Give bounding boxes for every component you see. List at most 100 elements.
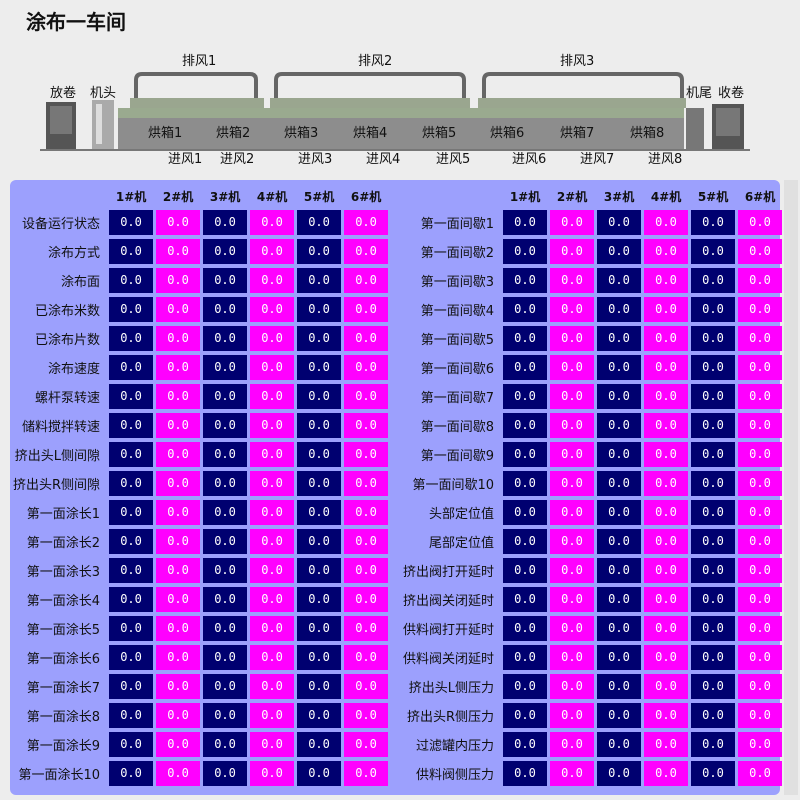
value-cell: 0.0 [156, 674, 201, 699]
machine-header-3: 3#机 [209, 189, 241, 204]
value-cell: 0.0 [644, 732, 689, 757]
value-cell: 0.0 [644, 674, 689, 699]
intake-label-5: 进风5 [436, 152, 471, 167]
value-cell: 0.0 [109, 297, 154, 322]
left-parameter-table: 1#机 2#机 3#机 4#机 5#机 6#机 设备运行状态 0.0 0.0 0.0 0.0 0.0… [10, 182, 391, 790]
intake-label-7: 进风7 [580, 152, 615, 167]
row-label: 第一面间歇7 [420, 391, 495, 406]
table-row: 已涂布米数 0.0 0.0 0.0 0.0 0.0 0.0 [13, 297, 389, 322]
row-label: 供料阀侧压力 [416, 768, 495, 783]
value-cell: 0.0 [597, 355, 642, 380]
value-cell: 0.0 [550, 210, 595, 235]
tail-label: 机尾 [686, 86, 713, 101]
value-cell: 0.0 [344, 558, 389, 583]
table-row: 第一面涂长3 0.0 0.0 0.0 0.0 0.0 0.0 [13, 558, 389, 583]
value-cell: 0.0 [109, 326, 154, 351]
value-cell: 0.0 [691, 268, 736, 293]
value-cell: 0.0 [156, 297, 201, 322]
value-cell: 0.0 [644, 616, 689, 641]
value-cell: 0.0 [203, 558, 248, 583]
value-cell: 0.0 [109, 732, 154, 757]
value-cell: 0.0 [109, 413, 154, 438]
right-table-header-row: 1#机 2#机 3#机 4#机 5#机 6#机 [403, 186, 782, 206]
value-cell: 0.0 [250, 239, 295, 264]
value-cell: 0.0 [156, 645, 201, 670]
value-cell: 0.0 [738, 239, 783, 264]
vertical-scrollbar[interactable] [784, 180, 798, 795]
table-row: 供料阀关闭延时 0.0 0.0 0.0 0.0 0.0 0.0 [403, 645, 783, 670]
value-cell: 0.0 [691, 529, 736, 554]
value-cell: 0.0 [550, 442, 595, 467]
value-cell: 0.0 [203, 413, 248, 438]
row-label: 第一面间歇4 [420, 304, 495, 319]
value-cell: 0.0 [156, 239, 201, 264]
value-cell: 0.0 [550, 732, 595, 757]
value-cell: 0.0 [250, 326, 295, 351]
row-label: 涂布速度 [48, 362, 101, 377]
value-cell: 0.0 [297, 355, 342, 380]
value-cell: 0.0 [297, 645, 342, 670]
value-cell: 0.0 [691, 616, 736, 641]
value-cell: 0.0 [597, 558, 642, 583]
value-cell: 0.0 [644, 239, 689, 264]
value-cell: 0.0 [738, 500, 783, 525]
value-cell: 0.0 [156, 500, 201, 525]
value-cell: 0.0 [344, 268, 389, 293]
machine-header-1: 1#机 [509, 189, 541, 204]
row-label: 挤出头L侧间隙 [14, 449, 101, 464]
value-cell: 0.0 [597, 297, 642, 322]
oven-label-4: 烘箱4 [353, 126, 388, 141]
value-cell: 0.0 [297, 442, 342, 467]
value-cell: 0.0 [203, 471, 248, 496]
value-cell: 0.0 [503, 529, 548, 554]
value-cell: 0.0 [297, 500, 342, 525]
value-cell: 0.0 [691, 732, 736, 757]
value-cell: 0.0 [203, 703, 248, 728]
row-label: 挤出阀关闭延时 [403, 594, 495, 609]
value-cell: 0.0 [550, 674, 595, 699]
table-row: 第一面涂长8 0.0 0.0 0.0 0.0 0.0 0.0 [13, 703, 389, 728]
value-cell: 0.0 [297, 616, 342, 641]
value-cell: 0.0 [203, 355, 248, 380]
value-cell: 0.0 [550, 616, 595, 641]
value-cell: 0.0 [109, 442, 154, 467]
machine-header-3: 3#机 [603, 189, 635, 204]
value-cell: 0.0 [297, 674, 342, 699]
value-cell: 0.0 [691, 355, 736, 380]
intake-label-6: 进风6 [512, 152, 547, 167]
exhaust-duct-1 [134, 72, 258, 98]
machine-header-5: 5#机 [303, 189, 335, 204]
value-cell: 0.0 [597, 529, 642, 554]
value-cell: 0.0 [203, 616, 248, 641]
table-row: 第一面间歇7 0.0 0.0 0.0 0.0 0.0 0.0 [403, 384, 783, 409]
value-cell: 0.0 [738, 616, 783, 641]
value-cell: 0.0 [109, 529, 154, 554]
value-cell: 0.0 [250, 268, 295, 293]
exhaust-duct-2 [274, 72, 466, 98]
value-cell: 0.0 [250, 674, 295, 699]
value-cell: 0.0 [203, 442, 248, 467]
exhaust-duct-3 [482, 72, 684, 98]
value-cell: 0.0 [250, 210, 295, 235]
value-cell: 0.0 [503, 558, 548, 583]
table-row: 第一面涂长6 0.0 0.0 0.0 0.0 0.0 0.0 [13, 645, 389, 670]
value-cell: 0.0 [550, 384, 595, 409]
value-cell: 0.0 [250, 471, 295, 496]
table-row: 第一面间歇2 0.0 0.0 0.0 0.0 0.0 0.0 [403, 239, 783, 264]
value-cell: 0.0 [109, 471, 154, 496]
value-cell: 0.0 [344, 326, 389, 351]
value-cell: 0.0 [297, 587, 342, 612]
row-label: 第一面涂长2 [26, 536, 101, 551]
value-cell: 0.0 [156, 268, 201, 293]
right-parameter-table: 1#机 2#机 3#机 4#机 5#机 6#机 第一面间歇1 0.0 0.0 0.0 0.0 0.0… [400, 182, 785, 790]
oven-label-7: 烘箱7 [560, 126, 595, 141]
value-cell: 0.0 [503, 645, 548, 670]
value-cell: 0.0 [691, 645, 736, 670]
oven-label-1: 烘箱1 [148, 126, 183, 141]
value-cell: 0.0 [344, 674, 389, 699]
value-cell: 0.0 [203, 384, 248, 409]
row-label: 供料阀关闭延时 [403, 652, 495, 667]
value-cell: 0.0 [597, 587, 642, 612]
value-cell: 0.0 [738, 326, 783, 351]
value-cell: 0.0 [344, 761, 389, 786]
